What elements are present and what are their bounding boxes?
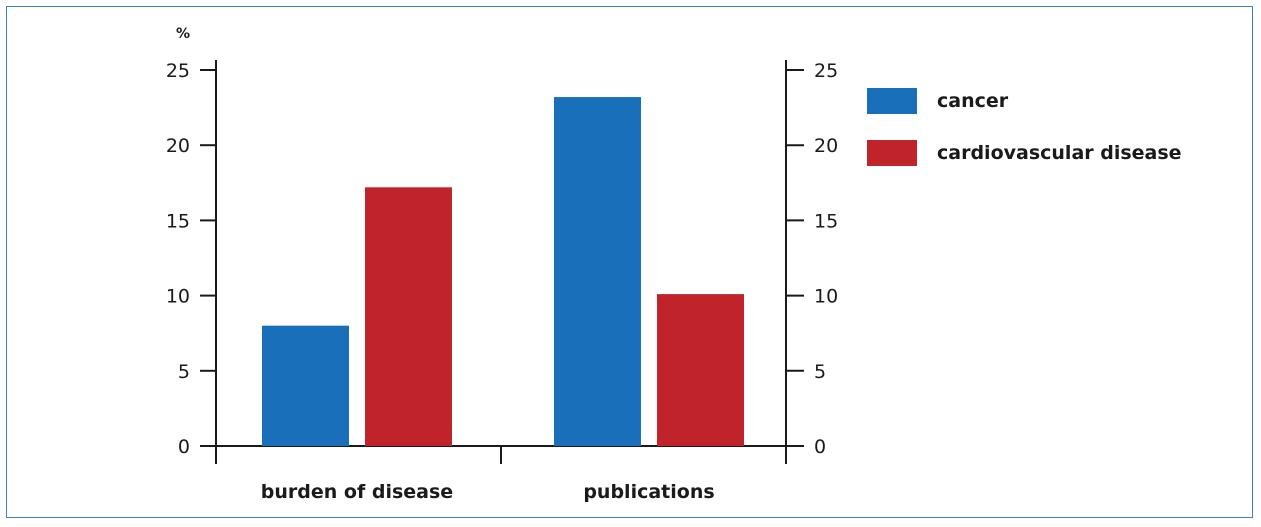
axes: 0 0 5 5 10 10 15 15 20 20 25 25 burden of disease pub… xyxy=(166,60,838,503)
y-axis-unit-label: % xyxy=(176,26,190,42)
legend: cancer cardiovascular disease xyxy=(867,88,1182,166)
bar-burden-of-disease-cancer xyxy=(262,325,349,446)
right-y-tick-label: 10 xyxy=(814,286,838,308)
legend-swatch xyxy=(867,140,917,166)
bar-publications-cardiovascular-disease xyxy=(657,294,744,446)
left-y-tick-label: 0 xyxy=(178,436,190,458)
bar-burden-of-disease-cardiovascular-disease xyxy=(365,187,452,446)
legend-label: cancer xyxy=(937,90,1009,112)
right-y-tick-label: 15 xyxy=(814,210,838,232)
legend-label: cardiovascular disease xyxy=(937,142,1182,164)
left-y-tick-label: 5 xyxy=(178,361,190,383)
x-category-label: publications xyxy=(583,481,714,503)
right-y-tick-label: 20 xyxy=(814,135,838,157)
right-y-tick-label: 5 xyxy=(814,361,826,383)
bars xyxy=(262,97,744,447)
right-y-tick-label: 0 xyxy=(814,436,826,458)
left-y-tick-label: 20 xyxy=(166,135,190,157)
x-category-label: burden of disease xyxy=(261,481,453,503)
legend-swatch xyxy=(867,88,917,114)
left-y-tick-label: 15 xyxy=(166,210,190,232)
right-y-tick-label: 25 xyxy=(814,60,838,82)
bar-publications-cancer xyxy=(554,97,641,447)
left-y-tick-label: 25 xyxy=(166,60,190,82)
left-y-tick-label: 10 xyxy=(166,286,190,308)
